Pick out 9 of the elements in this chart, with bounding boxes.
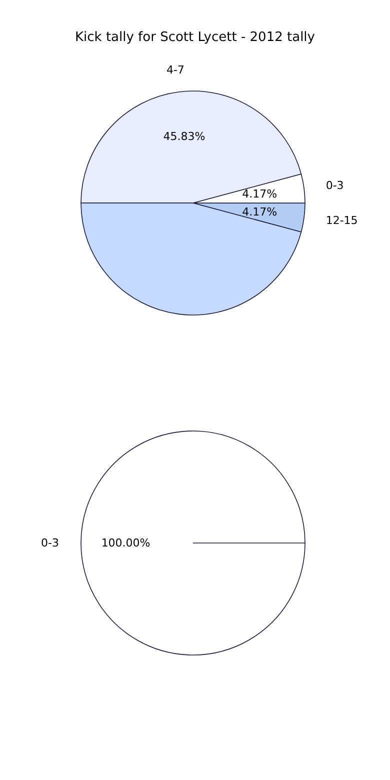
slice-label: 0-3 <box>41 536 59 550</box>
slice-label: 0-3 <box>326 178 344 192</box>
slice-label: 4-7 <box>166 64 184 77</box>
data-label: 4.17% <box>242 205 278 218</box>
chart-title: Kick tally for Scott Lycett - 2012 tally <box>74 30 316 45</box>
data-label: 45.83% <box>163 130 206 143</box>
data-label: 4.17% <box>242 188 278 201</box>
slice-label: 12-15 <box>326 214 358 227</box>
data-label: 100.00% <box>101 536 150 550</box>
